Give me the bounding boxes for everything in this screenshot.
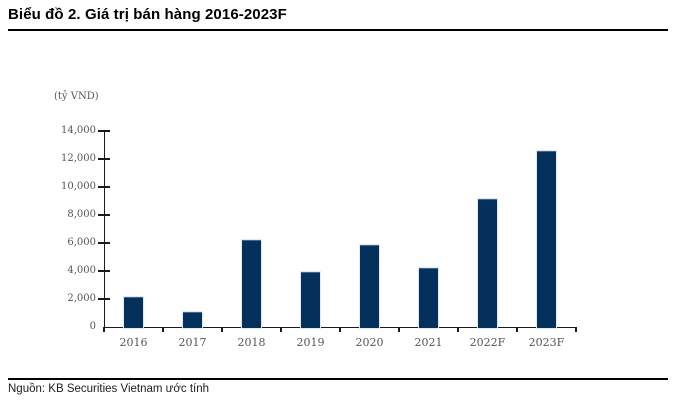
source-note: Nguồn: KB Securities Vietnam ước tính [8, 383, 210, 395]
plot-area [104, 131, 577, 328]
x-tick-label: 2023F [528, 336, 565, 349]
footer-divider-line [8, 378, 668, 380]
x-tick-label: 2020 [355, 336, 384, 349]
y-tick-mark [98, 214, 110, 216]
y-tick-label: 6,000 [67, 237, 96, 248]
chart-title: Biểu đồ 2. Giá trị bán hàng 2016-2023F [8, 6, 287, 23]
x-tick-mark [575, 327, 577, 332]
y-tick-mark [98, 242, 110, 244]
bar-2017 [183, 312, 202, 328]
y-tick-label: 8,000 [67, 209, 96, 220]
bar-2019 [301, 272, 320, 328]
x-tick-mark [516, 327, 518, 332]
x-tick-mark [339, 327, 341, 332]
x-tick-label: 2022F [469, 336, 506, 349]
y-tick-label: 14,000 [61, 125, 96, 136]
x-tick-mark [162, 327, 164, 332]
bar-2018 [242, 240, 261, 328]
y-tick-mark [98, 130, 110, 132]
bar-2021 [419, 267, 438, 328]
y-tick-mark [98, 270, 110, 272]
x-tick-label: 2019 [296, 336, 325, 349]
x-tick-mark [398, 327, 400, 332]
x-tick-label: 2021 [414, 336, 443, 349]
y-tick-label: 4,000 [67, 265, 96, 276]
y-axis-unit-label: (tỷ VND) [54, 91, 99, 102]
x-tick-label: 2016 [119, 336, 148, 349]
x-tick-label: 2017 [178, 336, 207, 349]
title-divider-line [8, 29, 668, 31]
y-tick-mark [98, 186, 110, 188]
y-tick-label: 10,000 [61, 181, 96, 192]
y-tick-mark [98, 158, 110, 160]
x-tick-mark [103, 327, 105, 332]
y-tick-label: 12,000 [61, 153, 96, 164]
y-tick-mark [98, 298, 110, 300]
x-tick-mark [280, 327, 282, 332]
x-tick-mark [457, 327, 459, 332]
x-tick-label: 2018 [237, 336, 266, 349]
bar-2022F [478, 198, 497, 328]
bar-2023F [537, 150, 556, 328]
y-tick-label: 0 [89, 321, 96, 332]
bar-2016 [124, 296, 143, 328]
y-tick-label: 2,000 [67, 293, 96, 304]
bar-2020 [360, 245, 379, 328]
x-tick-mark [221, 327, 223, 332]
